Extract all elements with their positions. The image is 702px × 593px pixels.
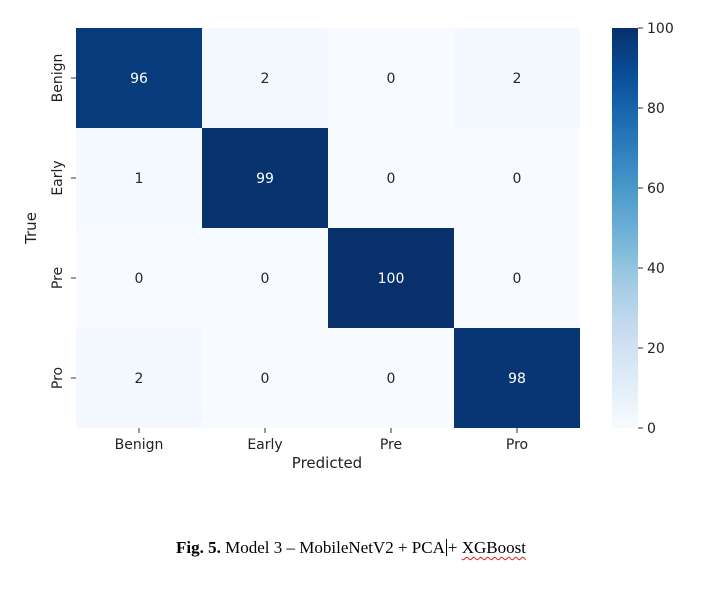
cell-value-label: 2 [261, 71, 270, 87]
cell-value-label: 0 [261, 271, 270, 287]
x-tick-label: Pre [380, 437, 402, 453]
heatmap-cell [202, 128, 328, 228]
heatmap-cell [454, 228, 580, 328]
colorbar-gradient [612, 28, 638, 428]
x-tick-label: Benign [115, 437, 164, 453]
cell-value-label: 1 [135, 171, 144, 187]
cell-value-label: 0 [387, 171, 396, 187]
heatmap-cell [76, 128, 202, 228]
cell-value-label: 99 [256, 171, 274, 187]
heatmap-cell [202, 28, 328, 128]
heatmap-cell [76, 28, 202, 128]
y-tick-label: Early [50, 160, 66, 195]
heatmap-cells [76, 28, 580, 428]
cell-value-label: 0 [387, 371, 396, 387]
cell-value-label: 2 [513, 71, 522, 87]
y-axis: Benign Early Pre Pro [50, 54, 76, 389]
heatmap-cell [76, 328, 202, 428]
cell-value-label: 0 [387, 71, 396, 87]
colorbar-tick-label: 80 [647, 101, 665, 117]
cell-value-label: 0 [135, 271, 144, 287]
heatmap-cell [328, 128, 454, 228]
colorbar-tick-label: 20 [647, 341, 665, 357]
caption-text-plus: + [447, 538, 462, 557]
heatmap-cell [454, 328, 580, 428]
x-tick-label: Pro [506, 437, 528, 453]
y-tick-label: Pre [50, 267, 66, 289]
cell-value-label: 2 [135, 371, 144, 387]
y-tick-label: Benign [50, 54, 66, 103]
cell-value-label: 0 [513, 271, 522, 287]
heatmap-cell [328, 228, 454, 328]
text-cursor [445, 539, 447, 556]
caption-label: Fig. 5. [176, 538, 221, 557]
heatmap-cell [202, 328, 328, 428]
x-axis-title: Predicted [292, 454, 362, 472]
figure-caption: Fig. 5. Model 3 – MobileNetV2 + PCA + XGB… [0, 538, 702, 558]
colorbar-tick-label: 40 [647, 261, 665, 277]
colorbar-tick-label: 100 [647, 21, 674, 37]
caption-xgboost-word: XGBoost [461, 538, 526, 557]
heatmap-cell [202, 228, 328, 328]
x-tick-label: Early [247, 437, 282, 453]
colorbar: 0 20 40 60 80 100 [612, 21, 674, 437]
heatmap-cell [76, 228, 202, 328]
cell-value-label: 96 [130, 71, 148, 87]
heatmap-cell [328, 28, 454, 128]
cell-value-label: 0 [513, 171, 522, 187]
y-axis-title: True [22, 212, 40, 245]
caption-text: Model 3 – MobileNetV2 + PCA [225, 538, 445, 557]
heatmap-cell [454, 128, 580, 228]
colorbar-tick-label: 60 [647, 181, 665, 197]
y-tick-label: Pro [50, 367, 66, 389]
cell-value-label: 100 [378, 271, 405, 287]
cell-value-labels: 96 2 0 2 1 99 0 0 0 0 100 0 2 0 0 98 [130, 71, 526, 387]
x-axis: Benign Early Pre Pro [115, 428, 528, 453]
colorbar-tick-label: 0 [647, 421, 656, 437]
confusion-matrix-chart: 96 2 0 21 99 0 00 0 100 02 0 0 98 Benign Early Pre Pro … [22, 21, 674, 472]
cell-value-label: 0 [261, 371, 270, 387]
heatmap-cell [328, 328, 454, 428]
cell-value-label: 98 [508, 371, 526, 387]
heatmap-cell [454, 28, 580, 128]
